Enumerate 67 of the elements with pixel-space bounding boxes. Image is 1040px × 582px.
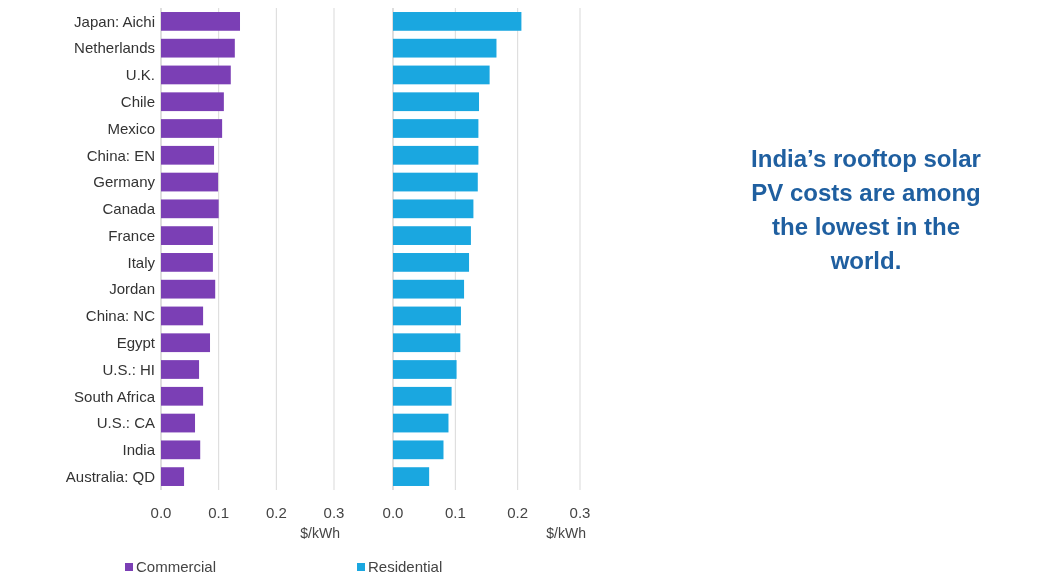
legend-label: Residential <box>368 558 443 575</box>
bar <box>393 333 461 353</box>
bar <box>393 279 465 299</box>
bar <box>161 253 213 272</box>
bar <box>161 467 185 486</box>
bar <box>161 172 219 192</box>
bar <box>393 467 430 486</box>
x-tick-label: 0.2 <box>507 504 529 521</box>
bar <box>161 333 211 353</box>
bar <box>393 12 522 31</box>
bar <box>393 226 471 245</box>
y-tick-label: Egypt <box>116 333 156 351</box>
bar <box>161 38 235 58</box>
bar <box>161 12 240 31</box>
bar <box>393 38 497 58</box>
y-tick-label: South Africa <box>74 387 156 405</box>
y-tick-label: Canada <box>102 200 156 218</box>
y-tick-label: China: EN <box>86 146 155 164</box>
legend-label: Commercial <box>136 558 217 575</box>
x-tick-label: 0.0 <box>150 504 172 521</box>
bar <box>393 92 480 112</box>
y-tick-label: Germany <box>93 173 156 191</box>
text: India’s rooftop solar PV costs are among the lowest in the world. <box>751 145 981 274</box>
bar <box>161 145 215 165</box>
bar <box>161 413 196 433</box>
y-tick-label: China: NC <box>85 307 156 325</box>
y-tick-label: Chile <box>120 92 155 110</box>
bar <box>161 279 216 299</box>
y-tick-label: U.S.: HI <box>102 360 155 378</box>
bar <box>161 92 224 112</box>
x-tick-label: 0.3 <box>569 504 591 521</box>
bar <box>393 119 479 138</box>
x-tick-label: 0.2 <box>265 504 287 521</box>
y-tick-label: India <box>122 441 156 459</box>
bar <box>161 199 219 219</box>
bar <box>393 65 490 85</box>
y-tick-label: Australia: QD <box>65 467 156 485</box>
y-tick-label: U.S.: CA <box>96 414 155 432</box>
bar <box>161 306 204 326</box>
bar <box>393 145 479 165</box>
x-axis-title: $/kWh <box>546 525 586 541</box>
y-tick-label: Netherlands <box>74 39 155 57</box>
x-tick-label: 0.3 <box>323 504 345 521</box>
y-tick-label: Mexico <box>107 119 155 137</box>
bar <box>393 440 444 460</box>
bar <box>393 172 478 192</box>
bar <box>161 65 231 85</box>
bar <box>161 360 200 379</box>
bar <box>161 386 204 406</box>
bar <box>393 306 461 326</box>
bar <box>161 440 201 460</box>
y-tick-label: Jordan <box>109 280 155 298</box>
x-tick-label: 0.1 <box>208 504 230 521</box>
x-axis-title: $/kWh <box>300 525 340 541</box>
y-tick-label: Italy <box>127 253 156 271</box>
bar <box>393 386 452 406</box>
bar <box>393 360 457 379</box>
y-tick-label: Japan: Aichi <box>74 12 155 30</box>
bar <box>393 199 474 219</box>
bar <box>161 226 213 245</box>
x-tick-label: 0.1 <box>444 504 466 521</box>
x-tick-label: 0.0 <box>382 504 404 521</box>
y-tick-label: France <box>108 226 155 244</box>
bar <box>393 413 449 433</box>
bar <box>393 253 470 272</box>
bar <box>161 119 223 138</box>
y-tick-label: U.K. <box>125 66 155 84</box>
